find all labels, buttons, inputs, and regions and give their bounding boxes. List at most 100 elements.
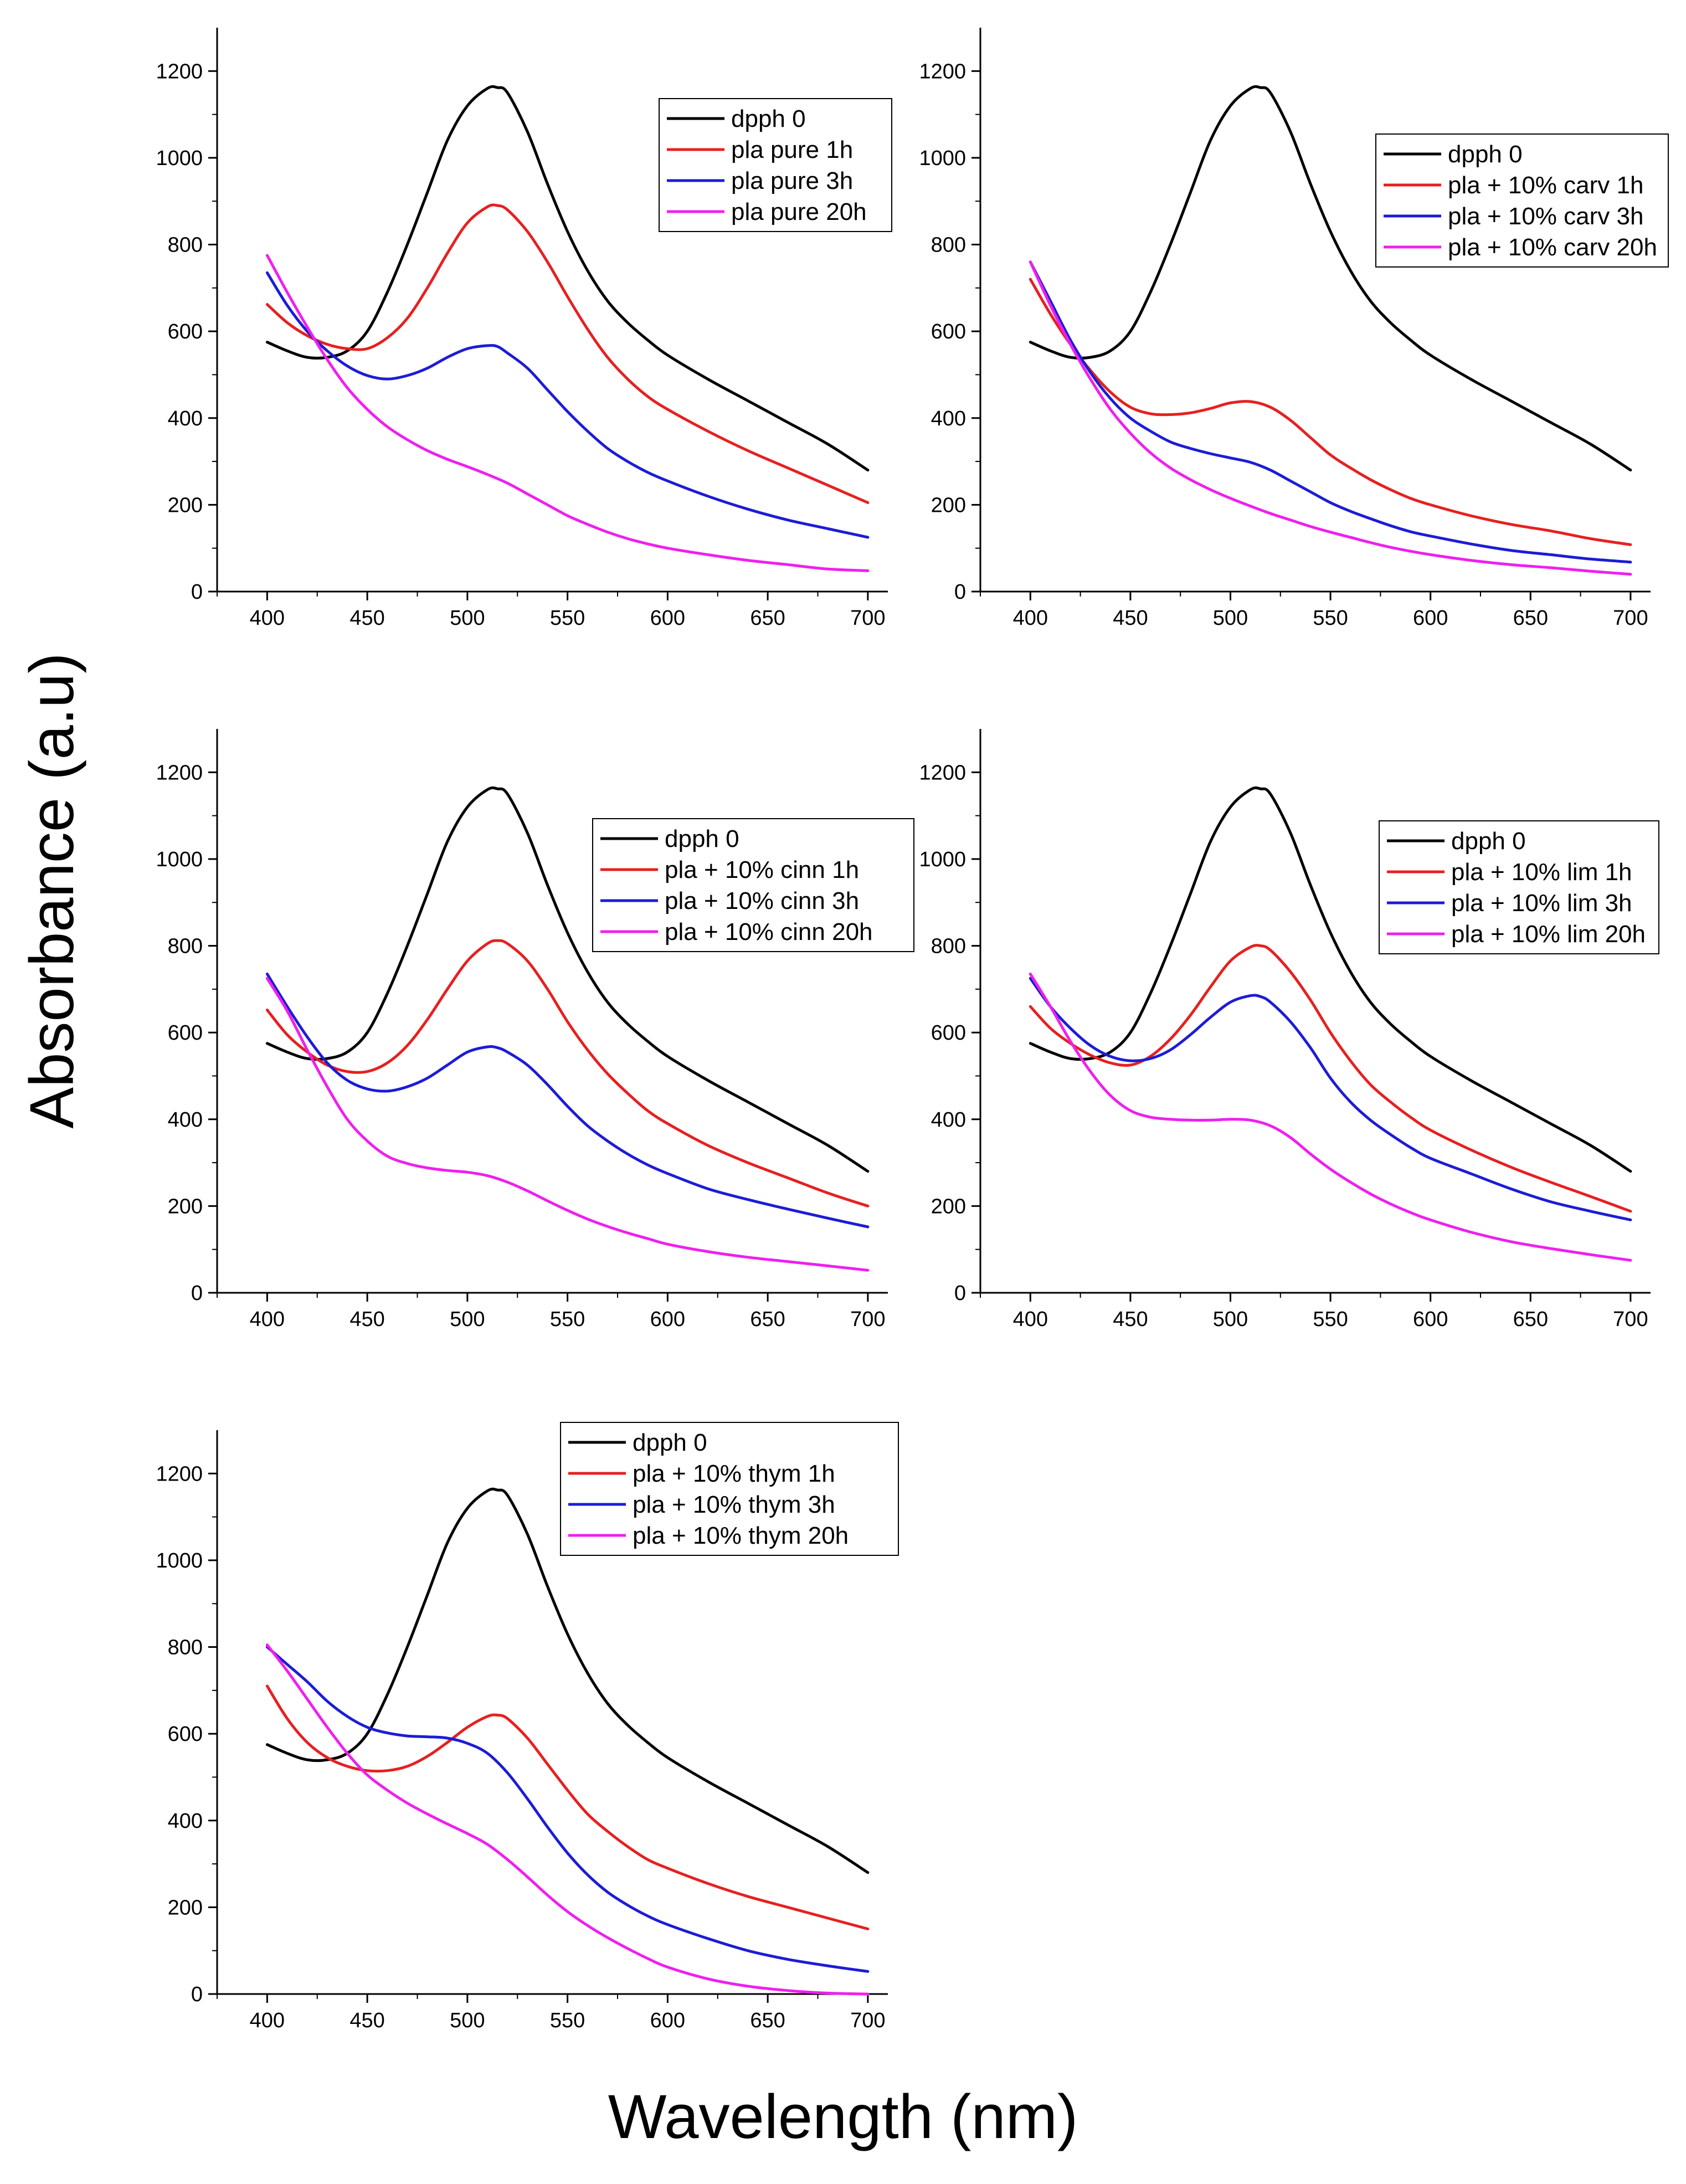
x-tick-label: 700 (850, 607, 885, 630)
x-tick-label: 650 (750, 2009, 785, 2032)
series-line (265, 1643, 870, 1996)
legend-label: pla + 10% carv 20h (1448, 234, 1657, 261)
y-tick-label: 600 (168, 320, 203, 343)
series-line (265, 1684, 870, 1930)
legend: dpph 0 pla + 10% lim 1h pla + 10% lim 3h pl… (1379, 820, 1659, 954)
x-tick-label: 550 (550, 1308, 585, 1331)
x-tick-label: 550 (1313, 1308, 1348, 1331)
legend-box (592, 818, 914, 952)
legend-box (1379, 820, 1659, 954)
legend-label: pla pure 1h (731, 136, 853, 163)
series-line (1029, 260, 1632, 576)
x-tick-label: 700 (1613, 607, 1648, 630)
x-tick-label: 600 (1413, 1308, 1448, 1331)
legend-box (1375, 133, 1669, 268)
y-tick-label: 1200 (919, 60, 966, 83)
legend-label: dpph 0 (731, 105, 806, 132)
x-tick-label: 450 (349, 2009, 384, 2032)
x-tick-label: 550 (550, 2009, 585, 2032)
series-line (1029, 85, 1632, 472)
y-tick-label: 600 (168, 1723, 203, 1746)
x-tick-label: 500 (450, 607, 485, 630)
chart-panel-3: 0 200 400 600 800 1000 1200 400 450 500 550 600 650 7… (156, 729, 914, 1331)
x-axis-title: Wavelength (nm) (608, 2082, 1078, 2151)
y-tick-label: 0 (191, 1983, 203, 2006)
legend-label: pla + 10% carv 3h (1448, 203, 1643, 230)
series-line (1029, 278, 1632, 546)
legend-label: pla pure 3h (731, 167, 853, 194)
y-tick-label: 0 (954, 580, 966, 604)
series-line (265, 786, 870, 1173)
y-axis-title: Absorbance (a.u) (17, 652, 86, 1128)
x-tick-label: 550 (1313, 607, 1348, 630)
x-tick-label: 650 (750, 607, 785, 630)
y-tick-label: 600 (931, 1021, 966, 1045)
legend-label: dpph 0 (665, 825, 739, 852)
x-tick-label: 600 (650, 2009, 685, 2032)
chart-panel-1: 0 200 400 600 800 1000 1200 400 450 500 550 600 650 7… (156, 28, 892, 630)
y-tick-label: 200 (168, 1195, 203, 1218)
x-tick-label: 450 (349, 1308, 384, 1331)
panels: 0 200 400 600 800 1000 1200 400 450 500 550 600 650 7… (156, 28, 1669, 2032)
series-line (265, 203, 870, 504)
y-tick-label: 1000 (156, 1549, 203, 1573)
series-line (265, 977, 870, 1272)
y-tick-label: 0 (191, 1282, 203, 1305)
y-tick-label: 1200 (156, 761, 203, 784)
y-tick-label: 400 (168, 407, 203, 430)
x-tick-label: 450 (1113, 607, 1148, 630)
y-tick-label: 400 (168, 1810, 203, 1833)
legend-label: pla + 10% thym 1h (633, 1460, 835, 1487)
y-tick-label: 1200 (156, 1462, 203, 1486)
legend-label: pla + 10% cinn 1h (665, 856, 859, 883)
series-line (1029, 977, 1632, 1221)
x-tick-label: 550 (550, 607, 585, 630)
legend-label: pla + 10% thym 20h (633, 1522, 849, 1549)
y-tick-label: 0 (954, 1282, 966, 1305)
y-tick-label: 800 (168, 935, 203, 958)
y-tick-label: 600 (931, 320, 966, 343)
legend-label: pla + 10% lim 20h (1451, 921, 1646, 948)
x-tick-label: 600 (1413, 607, 1448, 630)
legend: dpph 0 pla + 10% thym 1h pla + 10% thym 3h… (560, 1422, 899, 1556)
x-tick-label: 600 (650, 607, 685, 630)
series-line (265, 85, 870, 472)
y-tick-label: 200 (931, 1195, 966, 1218)
y-tick-label: 1000 (919, 147, 966, 170)
legend-label: dpph 0 (1448, 141, 1523, 168)
y-tick-label: 200 (168, 494, 203, 517)
legend-label: dpph 0 (1451, 828, 1526, 855)
chart-panel-4: 0 200 400 600 800 1000 1200 400 450 500 550 600 650 7… (919, 729, 1659, 1331)
series-line (265, 1646, 870, 1973)
y-tick-label: 800 (168, 1636, 203, 1659)
series-line (265, 271, 870, 539)
legend-label: pla + 10% lim 3h (1451, 890, 1632, 917)
x-tick-label: 400 (1013, 607, 1048, 630)
legend: dpph 0 pla + 10% cinn 1h pla + 10% cinn 3h… (592, 818, 914, 952)
legend: dpph 0 pla + 10% carv 1h pla + 10% carv 3h… (1375, 133, 1669, 268)
x-tick-label: 400 (1013, 1308, 1048, 1331)
legend: dpph 0 pla pure 1h pla pure 3h pla pure 20h (659, 98, 892, 232)
x-tick-label: 450 (349, 607, 384, 630)
y-tick-label: 800 (168, 234, 203, 257)
legend-box (560, 1422, 899, 1556)
y-tick-label: 400 (931, 407, 966, 430)
x-tick-label: 500 (450, 2009, 485, 2032)
y-tick-label: 1200 (156, 60, 203, 83)
x-tick-label: 400 (250, 1308, 285, 1331)
x-tick-label: 700 (1613, 1308, 1648, 1331)
series-line (1029, 786, 1632, 1173)
series-line (265, 254, 870, 572)
y-tick-label: 400 (931, 1108, 966, 1132)
legend-label: pla + 10% carv 1h (1448, 172, 1643, 199)
series-line (1029, 944, 1632, 1213)
legend-box (659, 98, 892, 232)
legend-label: pla + 10% lim 1h (1451, 859, 1632, 886)
y-tick-label: 200 (931, 494, 966, 517)
series-line (265, 972, 870, 1229)
legend-label: pla + 10% cinn 3h (665, 887, 859, 914)
y-tick-label: 800 (931, 935, 966, 958)
legend-label: pla + 10% thym 3h (633, 1491, 835, 1518)
legend-label: pla + 10% cinn 20h (665, 918, 873, 945)
